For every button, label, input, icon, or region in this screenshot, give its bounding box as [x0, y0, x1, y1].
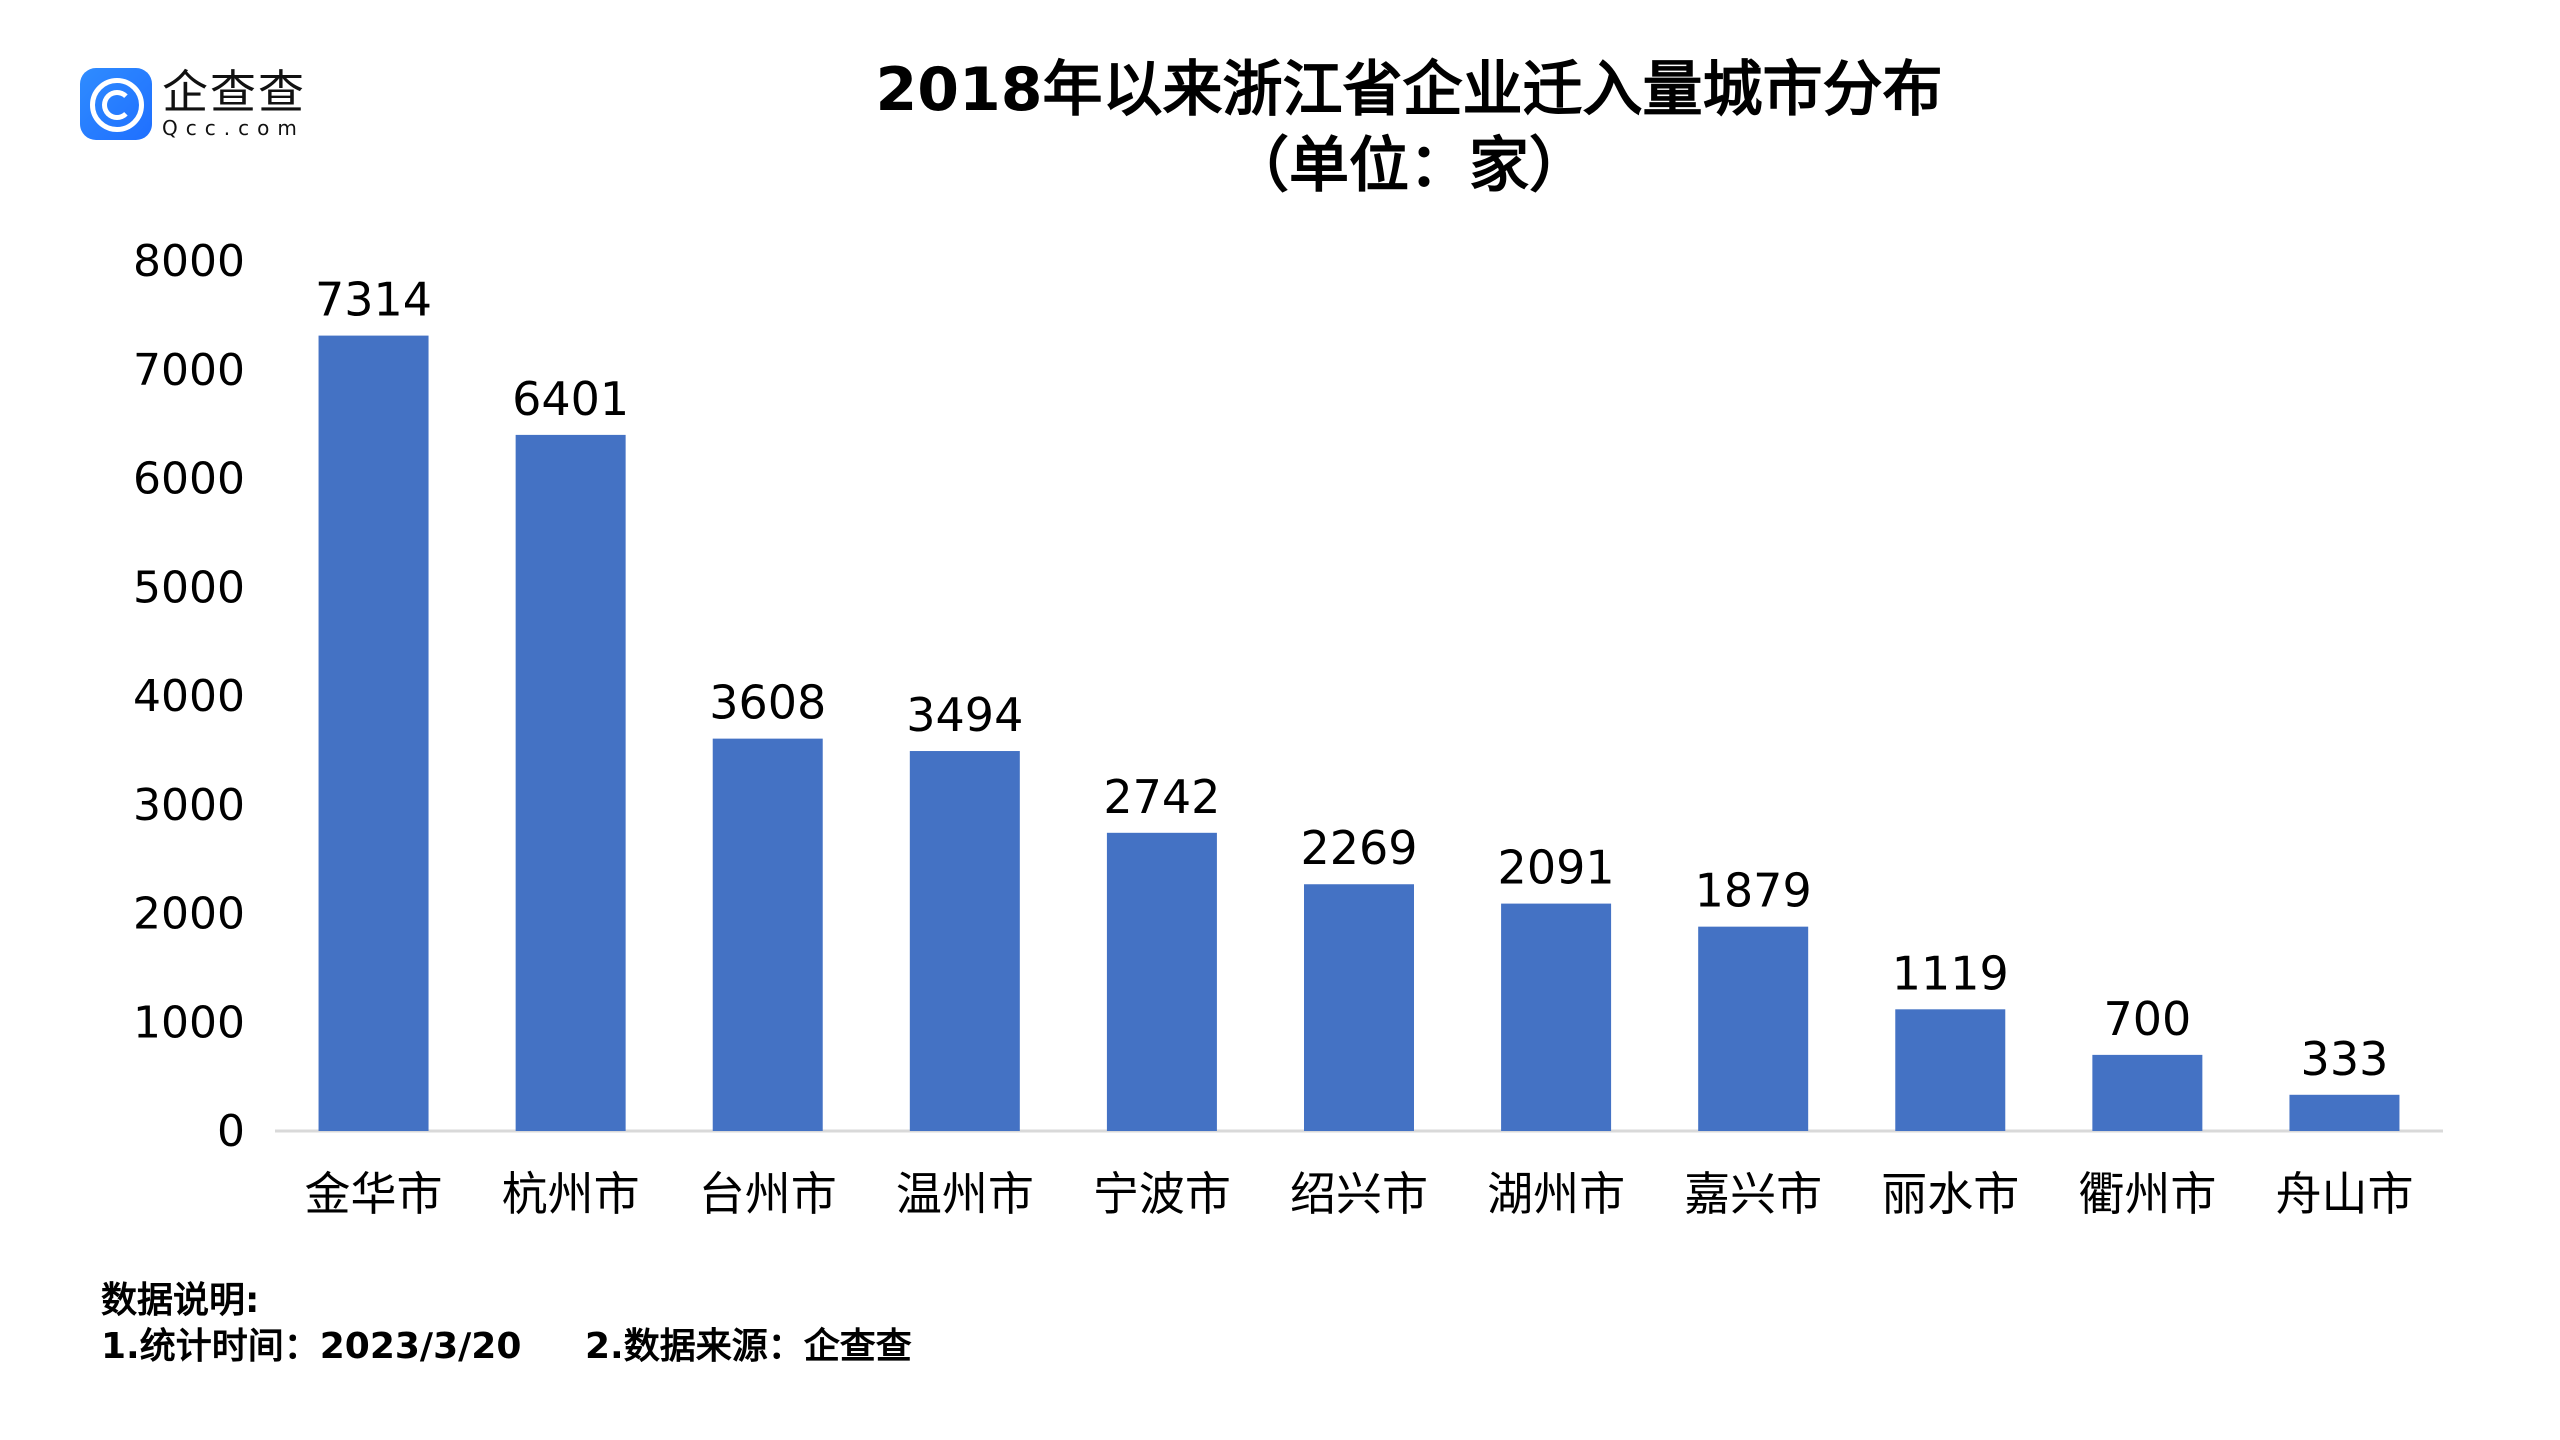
x-tick-label: 绍兴市	[1290, 1167, 1428, 1221]
y-tick-label: 4000	[133, 671, 245, 722]
bar	[1106, 832, 1217, 1131]
data-label: 2742	[1103, 770, 1220, 824]
data-label: 2269	[1300, 821, 1417, 875]
notes-data-source: 2.数据来源：企查查	[585, 1326, 912, 1367]
y-tick-label: 1000	[133, 997, 245, 1048]
qcc-logo: 企查查 Qcc.com	[80, 68, 306, 140]
chart-title-block: 2018年以来浙江省企业迁入量城市分布 （单位：家）	[0, 52, 2560, 204]
y-tick-label: 2000	[133, 889, 245, 940]
x-tick-label: 舟山市	[2275, 1167, 2413, 1221]
x-tick-label: 温州市	[896, 1167, 1034, 1221]
data-label: 333	[2301, 1032, 2389, 1086]
y-tick-label: 7000	[133, 345, 245, 396]
y-tick-label: 0	[217, 1106, 245, 1157]
data-label: 1879	[1695, 864, 1812, 918]
x-tick-label: 衢州市	[2078, 1167, 2216, 1221]
data-label: 1119	[1892, 946, 2009, 1000]
bar	[1501, 903, 1612, 1131]
x-tick-label: 金华市	[305, 1167, 443, 1221]
data-label: 2091	[1498, 841, 1615, 895]
bar	[1895, 1009, 2006, 1131]
x-tick-label: 嘉兴市	[1684, 1167, 1822, 1221]
y-tick-label: 6000	[133, 454, 245, 505]
bar	[2092, 1054, 2203, 1131]
bar	[1304, 884, 1414, 1131]
data-label: 700	[2103, 992, 2191, 1046]
y-tick-label: 8000	[133, 236, 245, 287]
y-tick-label: 3000	[133, 780, 245, 831]
chart-subtitle: （单位：家）	[1229, 131, 1589, 201]
bar	[909, 751, 1020, 1131]
x-tick-label: 宁波市	[1093, 1167, 1231, 1221]
x-tick-label: 丽水市	[1881, 1167, 2019, 1221]
data-notes: 数据说明: 1.统计时间：2023/3/20 2.数据来源：企查查	[101, 1278, 912, 1370]
bar	[712, 738, 823, 1131]
logo-cn-text: 企查查	[162, 65, 306, 119]
x-tick-label: 杭州市	[502, 1167, 640, 1221]
x-tick-label: 湖州市	[1487, 1167, 1625, 1221]
notes-stat-time: 1.统计时间：2023/3/20	[101, 1326, 522, 1367]
data-label: 7314	[315, 273, 432, 327]
bar	[515, 434, 626, 1131]
chart-title: 2018年以来浙江省企业迁入量城市分布	[875, 55, 1943, 125]
bar	[318, 335, 429, 1131]
bar	[1698, 926, 1809, 1131]
data-label: 3494	[906, 688, 1023, 742]
data-label: 3608	[709, 676, 826, 730]
x-tick-label: 台州市	[699, 1167, 837, 1221]
bar	[2289, 1094, 2400, 1131]
qcc-logo-icon	[80, 68, 152, 140]
data-label: 6401	[512, 372, 629, 426]
notes-heading: 数据说明:	[101, 1280, 260, 1321]
logo-en-text: Qcc.com	[162, 116, 305, 140]
y-tick-label: 5000	[133, 562, 245, 613]
